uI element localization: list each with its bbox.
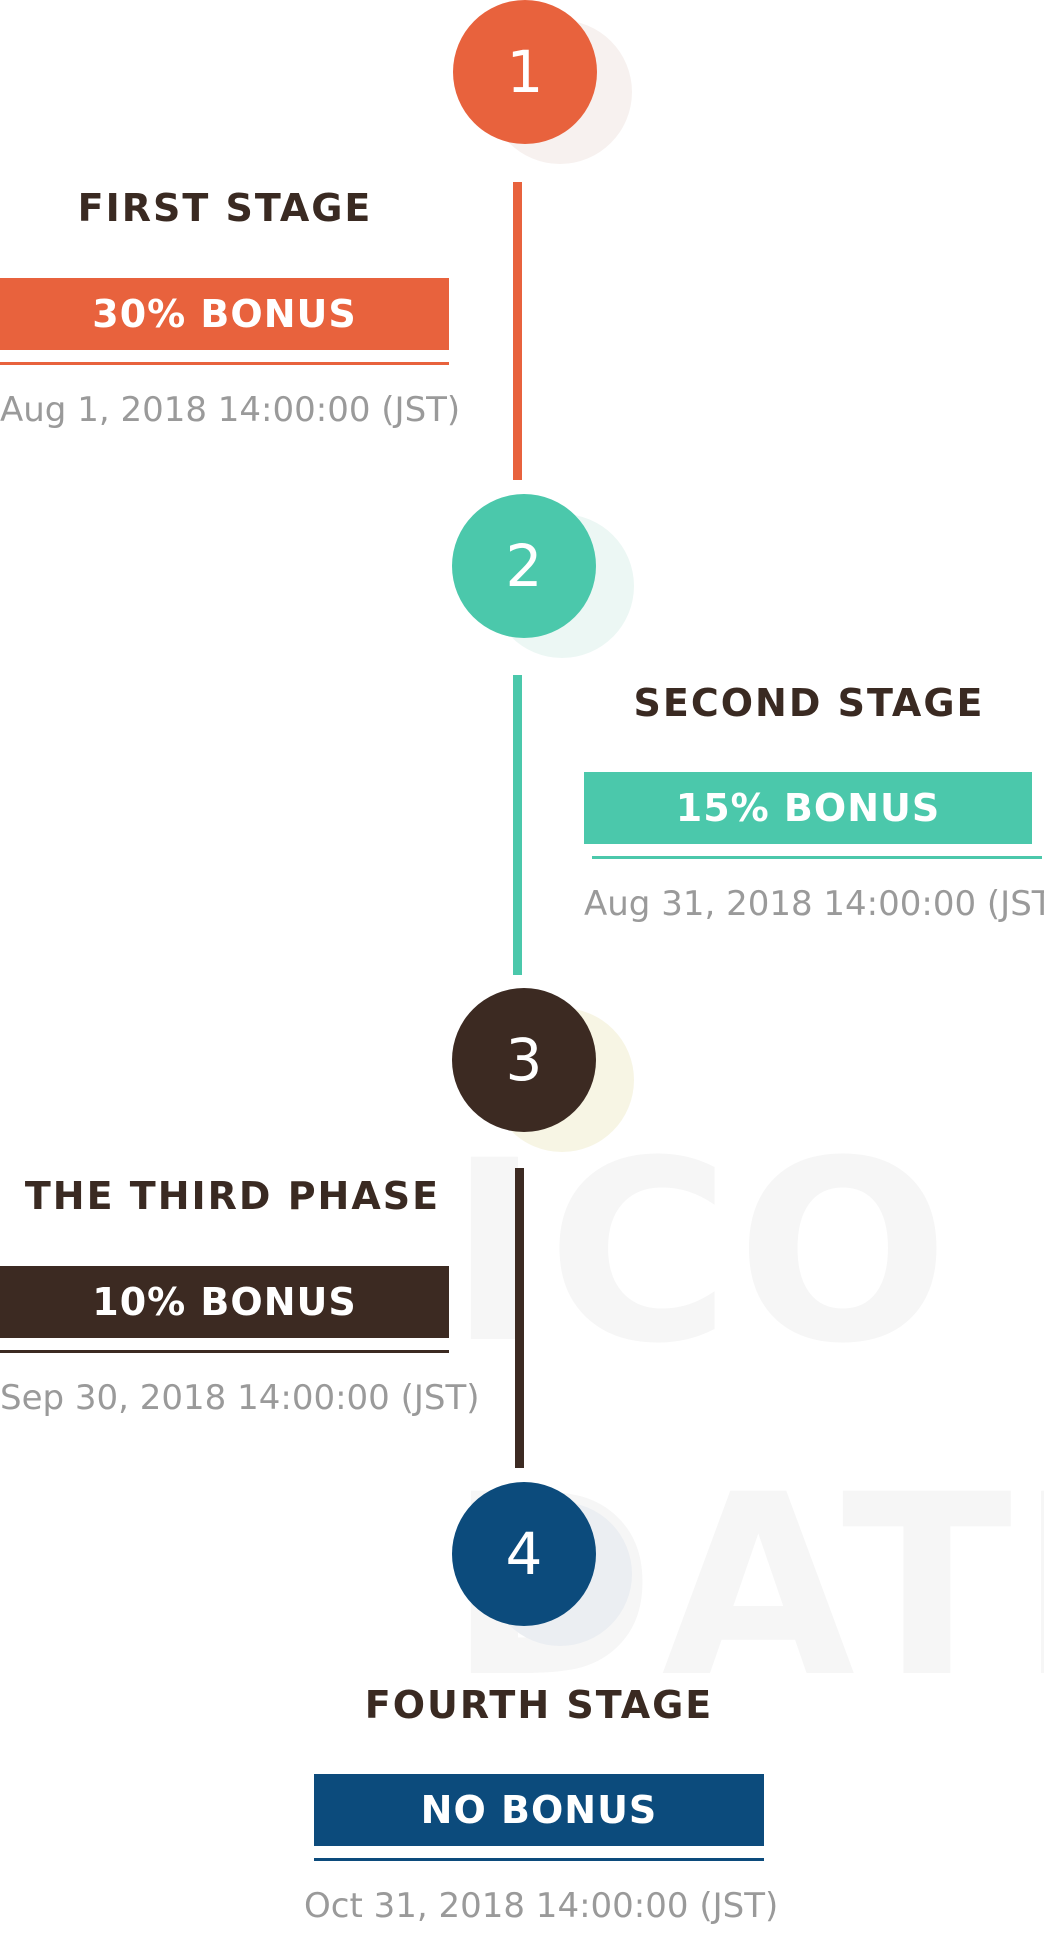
stage-3-connector-line (515, 1168, 524, 1468)
stage-4-underline (314, 1858, 764, 1861)
watermark-ico: ICO (448, 1107, 956, 1398)
stage-3-title: THE THIRD PHASE (24, 1174, 441, 1218)
stage-2-number-circle: 2 (452, 494, 596, 638)
stage-4-date: Oct 31, 2018 14:00:00 (JST) (304, 1886, 779, 1926)
stage-1-date: Aug 1, 2018 14:00:00 (JST) (0, 390, 461, 430)
stage-1-underline (0, 362, 449, 365)
stage-1-bonus-bar: 30% BONUS (0, 278, 449, 350)
stage-2-bonus-bar: 15% BONUS (584, 772, 1032, 844)
stage-2-title: SECOND STAGE (633, 681, 985, 725)
stage-4-number-circle: 4 (452, 1482, 596, 1626)
stage-3-bonus-bar: 10% BONUS (0, 1266, 449, 1338)
stage-4-title: FOURTH STAGE (364, 1683, 714, 1727)
stage-3-date: Sep 30, 2018 14:00:00 (JST) (0, 1378, 480, 1418)
stage-1-number-circle: 1 (453, 0, 597, 144)
stage-1-connector-line (513, 182, 522, 480)
stage-3-underline (0, 1350, 449, 1353)
stage-3-number-circle: 3 (452, 988, 596, 1132)
stage-2-underline (592, 856, 1042, 859)
stage-2-connector-line (513, 675, 522, 975)
stage-2-date: Aug 31, 2018 14:00:00 (JST) (584, 884, 1044, 924)
stage-1-title: FIRST STAGE (77, 186, 373, 230)
stage-4-bonus-bar: NO BONUS (314, 1774, 764, 1846)
